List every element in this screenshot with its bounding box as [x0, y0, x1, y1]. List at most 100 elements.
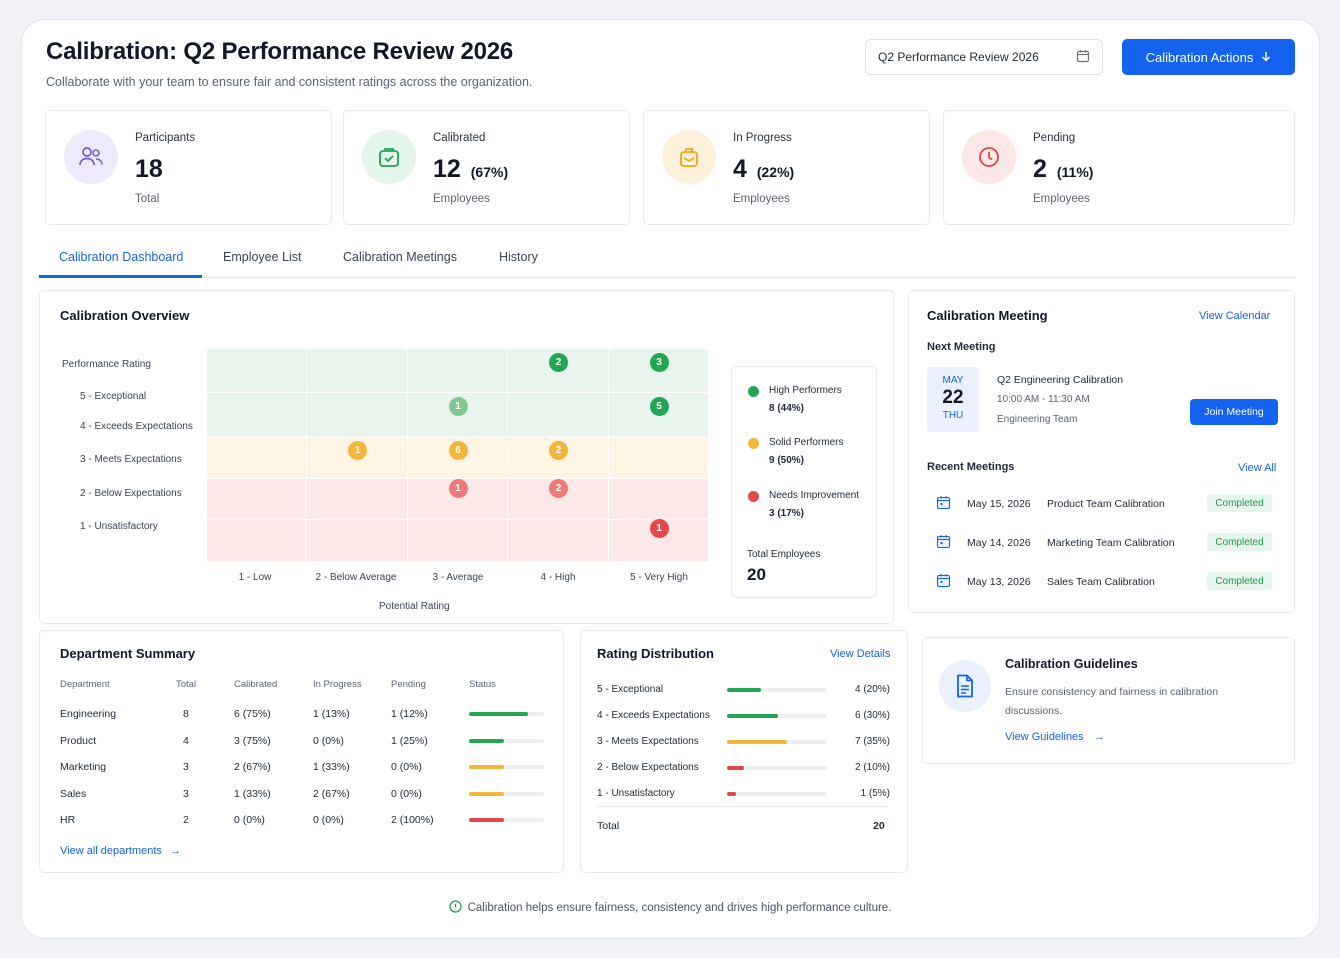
- employee-count-dot[interactable]: 6: [448, 440, 468, 460]
- distribution-label: 4 - Exceeds Expectations: [597, 710, 710, 721]
- recent-meeting-name[interactable]: Product Team Calibration: [1047, 498, 1165, 510]
- arrow-right-icon: →: [169, 845, 181, 857]
- rating-distribution-title: Rating Distribution: [597, 646, 714, 661]
- distribution-label: 1 - Unsatisfactory: [597, 788, 675, 799]
- view-all-departments-link[interactable]: View all departments →: [60, 845, 181, 857]
- distribution-bar: [727, 688, 827, 692]
- department-name[interactable]: HR: [60, 814, 76, 826]
- meeting-name: Q2 Engineering Calibration: [997, 374, 1124, 386]
- legend-swatch-high: [748, 386, 759, 397]
- guidelines-text: Ensure consistency and fairness in calib…: [1005, 686, 1219, 717]
- clock-icon: [962, 130, 1016, 184]
- distribution-total-value: 20: [873, 820, 885, 832]
- total-employees-label: Total Employees: [747, 549, 821, 560]
- tab-history[interactable]: History: [499, 250, 538, 264]
- meeting-month: MAY: [942, 375, 964, 386]
- stat-value: 4 (22%): [733, 155, 795, 183]
- distribution-bar: [727, 766, 827, 770]
- department-name[interactable]: Engineering: [60, 708, 117, 720]
- status-bar: [469, 738, 544, 743]
- department-name[interactable]: Product: [60, 734, 97, 747]
- recent-meeting-name[interactable]: Marketing Team Calibration: [1047, 537, 1175, 549]
- employee-count-dot[interactable]: 1: [448, 478, 468, 498]
- calibration-actions-label: Calibration Actions: [1145, 49, 1254, 65]
- x-axis-label: 1 - Low: [238, 572, 272, 583]
- tab-calibration-meetings[interactable]: Calibration Meetings: [343, 250, 457, 264]
- employee-count-dot[interactable]: 2: [549, 352, 568, 372]
- table-header: In Progress: [313, 679, 362, 690]
- meeting-date-tile: MAY 22 THU: [927, 367, 979, 432]
- grid-cell: [307, 349, 408, 393]
- department-in-progress: 1 (33%): [313, 761, 350, 773]
- tab-calibration-dashboard[interactable]: Calibration Dashboard: [59, 250, 184, 264]
- nine-box-grid: 2 3 1 5 1 6 2 1 2 1: [207, 349, 709, 562]
- calibrated-bag-icon: [362, 130, 416, 184]
- department-summary-card: [39, 630, 564, 873]
- legend-needs: Needs Improvement 3 (17%): [769, 490, 860, 519]
- arrow-down-icon: [1261, 50, 1271, 65]
- department-calibrated: 2 (67%): [234, 761, 271, 773]
- overview-title: Calibration Overview: [60, 308, 190, 323]
- department-total: 4: [183, 734, 189, 747]
- recent-meetings-label: Recent Meetings: [927, 461, 1015, 473]
- tab-employee-list[interactable]: Employee List: [223, 250, 302, 264]
- employee-count-dot[interactable]: 1: [448, 396, 468, 416]
- page-title: Calibration: Q2 Performance Review 2026: [46, 38, 514, 65]
- grid-cell: [408, 349, 508, 393]
- y-axis-label: 3 - Meets Expectations: [80, 454, 182, 465]
- grid-cell: [207, 520, 307, 562]
- department-name[interactable]: Marketing: [60, 761, 107, 773]
- rating-distribution-card: [580, 630, 908, 873]
- x-axis-label: 2 - Below Average: [315, 572, 397, 583]
- view-all-meetings-link[interactable]: View All: [1238, 462, 1277, 474]
- footer-note: Calibration helps ensure fairness, consi…: [0, 900, 1340, 916]
- stat-card-pending: Pending 2 (11%) Employees: [943, 110, 1295, 225]
- calibration-actions-button[interactable]: Calibration Actions: [1122, 39, 1295, 75]
- x-axis-label: 3 - Average: [432, 572, 484, 583]
- employee-count-dot[interactable]: 5: [649, 396, 669, 416]
- calendar-icon: [936, 573, 951, 593]
- divider: [597, 806, 887, 807]
- view-calendar-link[interactable]: View Calendar: [1199, 310, 1271, 322]
- employee-count-dot[interactable]: 2: [549, 478, 568, 498]
- review-period-select[interactable]: Q2 Performance Review 2026: [865, 39, 1103, 75]
- department-pending: 0 (0%): [391, 787, 422, 800]
- progress-bag-icon: [662, 130, 716, 184]
- stat-label: Calibrated: [433, 132, 486, 144]
- x-axis-title: Potential Rating: [379, 601, 450, 612]
- next-meeting-label: Next Meeting: [927, 341, 996, 353]
- stat-card-participants: Participants 18 Total: [45, 110, 332, 225]
- status-badge: Completed: [1207, 533, 1272, 551]
- distribution-value: 6 (30%): [854, 710, 890, 721]
- department-total: 2: [183, 814, 189, 826]
- distribution-label: 5 - Exceptional: [597, 684, 664, 695]
- grid-cell: [508, 393, 609, 437]
- guidelines-title: Calibration Guidelines: [1005, 657, 1138, 671]
- join-meeting-button[interactable]: Join Meeting: [1190, 399, 1278, 425]
- view-details-link[interactable]: View Details: [830, 648, 891, 660]
- stat-caption: Total: [135, 193, 160, 205]
- y-axis-label: 2 - Below Expectations: [80, 488, 182, 499]
- department-pending: 0 (0%): [391, 761, 422, 773]
- grid-cell: [307, 393, 408, 437]
- users-icon: [64, 130, 118, 184]
- x-axis-label: 5 - Very High: [630, 572, 688, 583]
- recent-meeting-date: May 13, 2026: [967, 576, 1031, 588]
- employee-count-dot[interactable]: 3: [649, 352, 669, 372]
- department-name[interactable]: Sales: [60, 787, 87, 800]
- legend-swatch-needs: [748, 491, 759, 502]
- active-tab-indicator: [39, 275, 202, 278]
- recent-meeting-name[interactable]: Sales Team Calibration: [1047, 576, 1155, 588]
- view-guidelines-link[interactable]: View Guidelines →: [1005, 731, 1105, 743]
- stat-caption: Employees: [733, 193, 790, 205]
- employee-count-dot[interactable]: 1: [348, 440, 367, 460]
- employee-count-dot[interactable]: 2: [549, 440, 568, 460]
- arrow-right-icon: →: [1093, 731, 1105, 743]
- employee-count-dot[interactable]: 1: [649, 518, 669, 538]
- status-badge: Completed: [1207, 494, 1272, 512]
- info-check-icon: [448, 900, 462, 916]
- distribution-value: 4 (20%): [854, 684, 890, 695]
- grid-cell: [207, 349, 307, 393]
- calendar-icon: [1076, 49, 1090, 66]
- table-header: Total: [176, 679, 197, 690]
